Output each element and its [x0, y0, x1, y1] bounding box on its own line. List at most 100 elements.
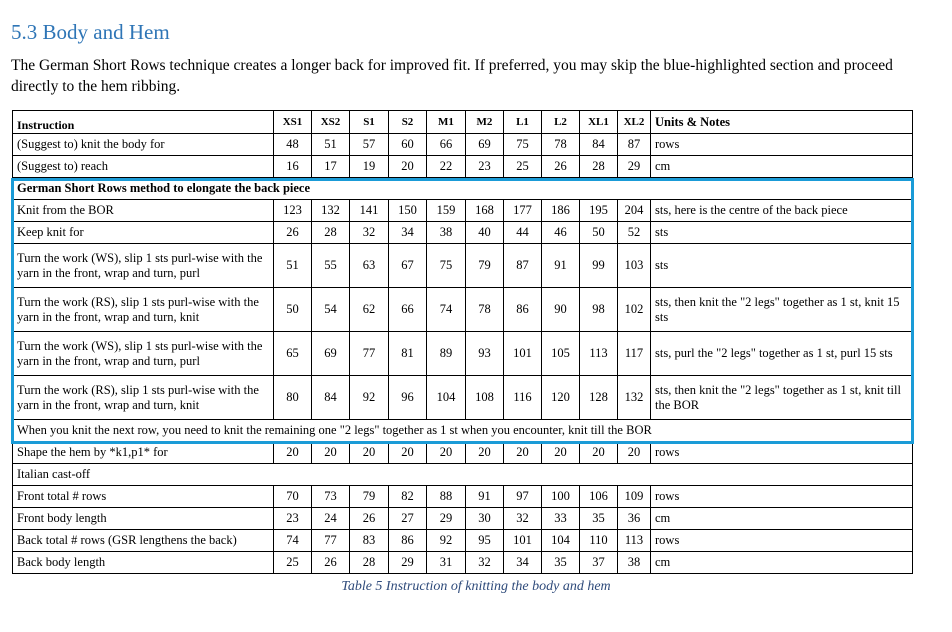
value-cell: 50 — [273, 287, 312, 332]
value-cell: 20 — [426, 441, 466, 464]
value-cell: 34 — [388, 221, 427, 244]
notes-header: Units & Notes — [650, 110, 913, 134]
note-cell: sts — [650, 243, 913, 288]
value-cell: 32 — [465, 551, 504, 574]
value-cell: 70 — [273, 485, 312, 508]
value-cell: 110 — [579, 529, 618, 552]
value-cell: 30 — [465, 507, 504, 530]
value-cell: 29 — [617, 155, 651, 178]
value-cell: 28 — [349, 551, 389, 574]
value-cell: 88 — [426, 485, 466, 508]
value-cell: 86 — [388, 529, 427, 552]
value-cell: 141 — [349, 199, 389, 222]
table-row: Front total # rows 70 73 79 82 88 91 97 100 106 10… — [12, 485, 913, 508]
note-cell: rows — [650, 133, 913, 156]
value-cell: 51 — [311, 133, 350, 156]
value-cell: 93 — [465, 331, 504, 376]
value-cell: 78 — [541, 133, 580, 156]
value-cell: 100 — [541, 485, 580, 508]
row-label: Front body length — [12, 507, 274, 530]
value-cell: 25 — [273, 551, 312, 574]
value-cell: 117 — [617, 331, 651, 376]
row-label: Turn the work (WS), slip 1 sts purl-wise… — [12, 331, 274, 376]
value-cell: 92 — [349, 375, 389, 420]
table-row: When you knit the next row, you need to … — [12, 419, 913, 442]
row-label: Italian cast-off — [12, 463, 913, 486]
value-cell: 26 — [273, 221, 312, 244]
value-cell: 25 — [503, 155, 542, 178]
value-cell: 32 — [349, 221, 389, 244]
value-cell: 27 — [388, 507, 427, 530]
value-cell: 109 — [617, 485, 651, 508]
value-cell: 34 — [503, 551, 542, 574]
value-cell: 20 — [273, 441, 312, 464]
value-cell: 101 — [503, 331, 542, 376]
table-row: Turn the work (WS), slip 1 sts purl-wise… — [12, 243, 913, 288]
value-cell: 20 — [617, 441, 651, 464]
row-label: Back total # rows (GSR lengthens the bac… — [12, 529, 274, 552]
value-cell: 38 — [617, 551, 651, 574]
row-label: Keep knit for — [12, 221, 274, 244]
value-cell: 99 — [579, 243, 618, 288]
size-header: XL2 — [617, 110, 651, 134]
value-cell: 77 — [311, 529, 350, 552]
row-label: Turn the work (RS), slip 1 sts purl-wise… — [12, 287, 274, 332]
note-cell: sts — [650, 221, 913, 244]
value-cell: 98 — [579, 287, 618, 332]
size-header: S1 — [349, 110, 389, 134]
note-cell: rows — [650, 529, 913, 552]
size-header: L1 — [503, 110, 542, 134]
value-cell: 32 — [503, 507, 542, 530]
value-cell: 73 — [311, 485, 350, 508]
value-cell: 78 — [465, 287, 504, 332]
value-cell: 79 — [465, 243, 504, 288]
value-cell: 91 — [465, 485, 504, 508]
value-cell: 116 — [503, 375, 542, 420]
value-cell: 204 — [617, 199, 651, 222]
value-cell: 74 — [273, 529, 312, 552]
intro-paragraph: The German Short Rows technique creates … — [11, 57, 893, 95]
note-cell: cm — [650, 507, 913, 530]
value-cell: 29 — [426, 507, 466, 530]
value-cell: 69 — [465, 133, 504, 156]
value-cell: 84 — [311, 375, 350, 420]
header-row: Instruction XS1 XS2 S1 S2 M1 M2 L1 L2 XL1 XL2 Unit… — [12, 110, 913, 134]
row-label: When you knit the next row, you need to … — [12, 419, 913, 442]
value-cell: 186 — [541, 199, 580, 222]
value-cell: 101 — [503, 529, 542, 552]
value-cell: 28 — [579, 155, 618, 178]
value-cell: 23 — [273, 507, 312, 530]
value-cell: 87 — [503, 243, 542, 288]
table-row: Back total # rows (GSR lengthens the bac… — [12, 529, 913, 552]
value-cell: 23 — [465, 155, 504, 178]
note-cell: rows — [650, 485, 913, 508]
row-label: Knit from the BOR — [12, 199, 274, 222]
value-cell: 33 — [541, 507, 580, 530]
value-cell: 44 — [503, 221, 542, 244]
value-cell: 51 — [273, 243, 312, 288]
table-row: Back body length 25 26 28 29 31 32 34 35 37 38 cm — [12, 551, 913, 574]
value-cell: 102 — [617, 287, 651, 332]
note-cell: sts, then knit the "2 legs" together as … — [650, 375, 913, 420]
value-cell: 28 — [311, 221, 350, 244]
note-cell: sts, purl the "2 legs" together as 1 st,… — [650, 331, 913, 376]
value-cell: 20 — [349, 441, 389, 464]
table-row: Turn the work (WS), slip 1 sts purl-wise… — [12, 331, 913, 376]
value-cell: 55 — [311, 243, 350, 288]
value-cell: 83 — [349, 529, 389, 552]
value-cell: 79 — [349, 485, 389, 508]
value-cell: 63 — [349, 243, 389, 288]
value-cell: 113 — [617, 529, 651, 552]
value-cell: 87 — [617, 133, 651, 156]
value-cell: 113 — [579, 331, 618, 376]
value-cell: 20 — [311, 441, 350, 464]
value-cell: 20 — [388, 441, 427, 464]
size-header: XS1 — [273, 110, 312, 134]
value-cell: 104 — [426, 375, 466, 420]
value-cell: 195 — [579, 199, 618, 222]
instruction-table: Instruction XS1 XS2 S1 S2 M1 M2 L1 L2 XL1 XL2 Unit… — [12, 110, 913, 574]
value-cell: 65 — [273, 331, 312, 376]
value-cell: 75 — [503, 133, 542, 156]
value-cell: 81 — [388, 331, 427, 376]
row-label: Back body length — [12, 551, 274, 574]
